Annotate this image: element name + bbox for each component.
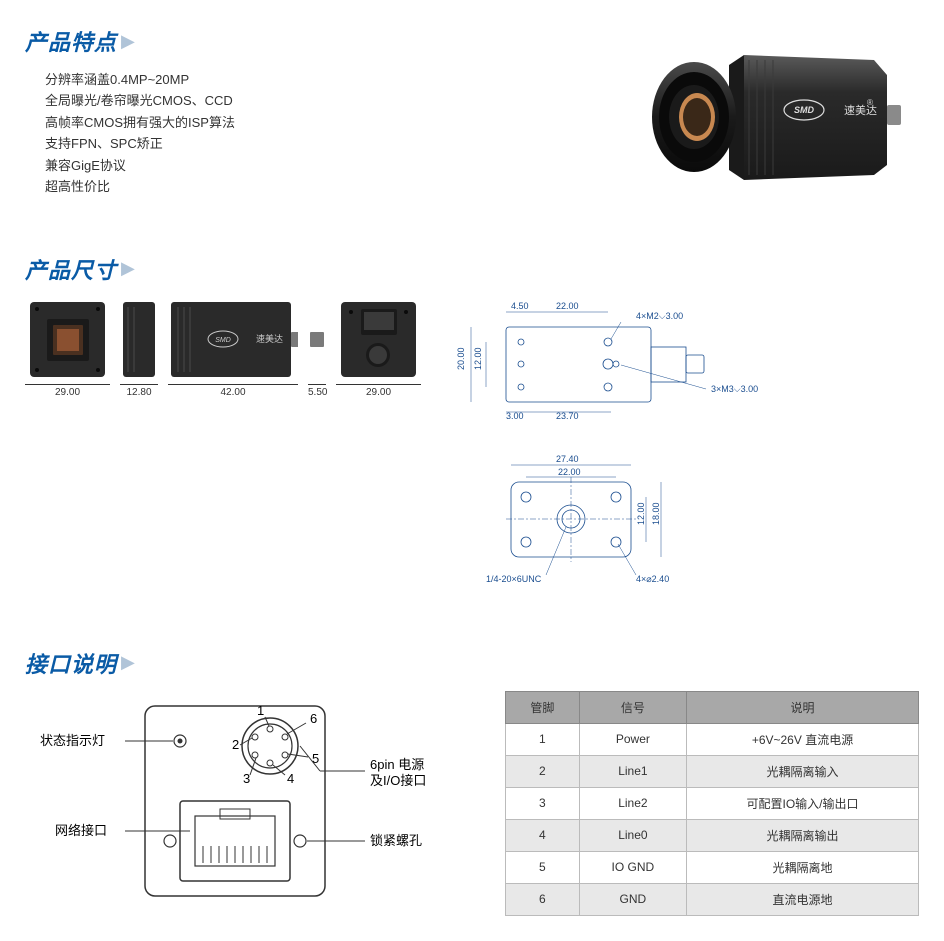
table-cell: 6 — [506, 883, 580, 915]
label-power-io: 6pin 电源及I/O接口 — [370, 757, 426, 788]
feature-item: 全局曝光/卷帘曝光CMOS、CCD — [45, 90, 235, 111]
label-status-led: 状态指示灯 — [40, 733, 105, 748]
svg-text:速美达: 速美达 — [256, 333, 283, 344]
dim-side-width: 42.00 — [168, 384, 298, 398]
table-row: 5IO GND光耦隔离地 — [506, 851, 919, 883]
camera-views-row: 29.00 12.80 SMD — [25, 297, 421, 398]
technical-drawing: 4.50 22.00 4×M2⌵3.00 20.00 12.00 3×M3⌵3.… — [436, 297, 919, 597]
interface-title: 接口说明 — [25, 647, 117, 679]
table-cell: 4 — [506, 819, 580, 851]
svg-text:12.00: 12.00 — [473, 347, 483, 370]
table-cell: 直流电源地 — [687, 883, 919, 915]
table-row: 1Power+6V~26V 直流电源 — [506, 723, 919, 755]
camera-connector-view — [308, 297, 326, 382]
label-lock: 锁紧螺孔 — [370, 833, 422, 848]
camera-front-view — [25, 297, 110, 382]
label-network: 网络接口 — [55, 823, 107, 838]
feature-item: 分辨率涵盖0.4MP~20MP — [45, 69, 235, 90]
feature-item: 兼容GigE协议 — [45, 155, 235, 176]
svg-text:4: 4 — [287, 771, 294, 786]
table-cell: 3 — [506, 787, 580, 819]
pin-table-header: 信号 — [579, 691, 686, 723]
table-cell: 5 — [506, 851, 580, 883]
table-cell: IO GND — [579, 851, 686, 883]
svg-text:1/4-20×6UNC: 1/4-20×6UNC — [486, 574, 542, 584]
table-row: 2Line1光耦隔离输入 — [506, 755, 919, 787]
feature-item: 支持FPN、SPC矫正 — [45, 133, 235, 154]
svg-text:12.00: 12.00 — [636, 502, 646, 525]
camera-side-view: SMD 速美达 — [168, 297, 298, 382]
section-arrow-icon: ▶ — [121, 258, 135, 279]
table-cell: GND — [579, 883, 686, 915]
svg-text:®: ® — [867, 98, 873, 107]
feature-item: 超高性价比 — [45, 176, 235, 197]
svg-text:22.00: 22.00 — [556, 301, 579, 311]
table-cell: 光耦隔离输出 — [687, 819, 919, 851]
section-arrow-icon: ▶ — [121, 652, 135, 673]
feature-item: 高帧率CMOS拥有强大的ISP算法 — [45, 112, 235, 133]
svg-text:5: 5 — [312, 751, 319, 766]
svg-text:18.00: 18.00 — [651, 502, 661, 525]
pin-table-header: 管脚 — [506, 691, 580, 723]
dim-front-width: 29.00 — [25, 384, 110, 398]
section-arrow-icon: ▶ — [121, 31, 135, 52]
features-list: 分辨率涵盖0.4MP~20MP 全局曝光/卷帘曝光CMOS、CCD 高帧率CMO… — [25, 69, 235, 198]
svg-text:2: 2 — [232, 737, 239, 752]
table-cell: 1 — [506, 723, 580, 755]
svg-text:SMD: SMD — [794, 105, 815, 115]
dim-rear-width: 29.00 — [336, 384, 421, 398]
svg-text:3.00: 3.00 — [506, 411, 524, 421]
table-cell: 光耦隔离地 — [687, 851, 919, 883]
svg-text:6: 6 — [310, 711, 317, 726]
pin-table: 管脚 信号 说明 1Power+6V~26V 直流电源2Line1光耦隔离输入3… — [505, 691, 919, 916]
pin-table-header: 说明 — [687, 691, 919, 723]
camera-side-back-view — [120, 297, 158, 382]
table-cell: Line1 — [579, 755, 686, 787]
svg-text:20.00: 20.00 — [456, 347, 466, 370]
dim-sideback-width: 12.80 — [120, 384, 158, 398]
table-cell: Line2 — [579, 787, 686, 819]
svg-text:23.70: 23.70 — [556, 411, 579, 421]
table-row: 6GND直流电源地 — [506, 883, 919, 915]
svg-text:22.00: 22.00 — [558, 467, 581, 477]
table-cell: 2 — [506, 755, 580, 787]
svg-text:1: 1 — [257, 703, 264, 718]
table-cell: Line0 — [579, 819, 686, 851]
svg-text:3: 3 — [243, 771, 250, 786]
svg-text:27.40: 27.40 — [556, 454, 579, 464]
svg-text:SMD: SMD — [215, 337, 231, 344]
svg-text:4.50: 4.50 — [511, 301, 529, 311]
interface-diagram: 1 6 2 5 3 4 — [25, 691, 465, 916]
svg-text:4×M2⌵3.00: 4×M2⌵3.00 — [636, 311, 683, 321]
dimensions-title: 产品尺寸 — [25, 253, 117, 285]
interface-header: 接口说明 ▶ — [25, 647, 919, 679]
table-cell: +6V~26V 直流电源 — [687, 723, 919, 755]
table-row: 4Line0光耦隔离输出 — [506, 819, 919, 851]
svg-text:3×M3⌵3.00: 3×M3⌵3.00 — [711, 384, 758, 394]
dimensions-header: 产品尺寸 ▶ — [25, 253, 919, 285]
table-cell: 光耦隔离输入 — [687, 755, 919, 787]
camera-rear-view — [336, 297, 421, 382]
table-cell: 可配置IO输入/输出口 — [687, 787, 919, 819]
table-cell: Power — [579, 723, 686, 755]
features-title: 产品特点 — [25, 25, 117, 57]
svg-text:4×⌀2.40: 4×⌀2.40 — [636, 574, 669, 584]
dim-connector-width: 5.50 — [308, 384, 326, 398]
camera-hero-image: SMD 速美达 ® — [629, 25, 909, 195]
table-row: 3Line2可配置IO输入/输出口 — [506, 787, 919, 819]
features-header: 产品特点 ▶ — [25, 25, 235, 57]
